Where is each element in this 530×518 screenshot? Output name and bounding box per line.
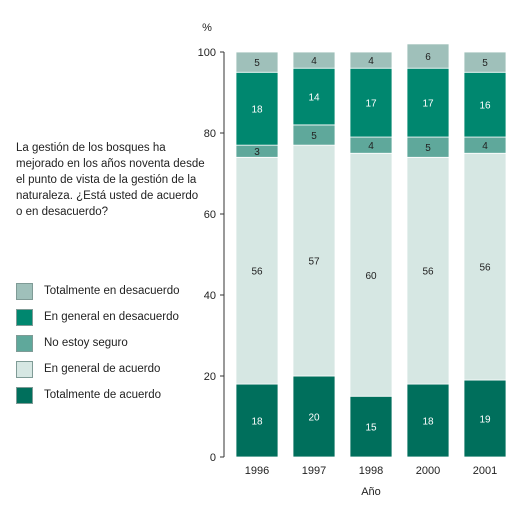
bar-segment	[292, 67, 336, 126]
legend-swatch	[16, 387, 33, 404]
bar-value-label: 15	[365, 423, 377, 434]
y-tick-label: 40	[204, 290, 216, 302]
bar-value-label: 4	[311, 56, 317, 67]
legend-item: No estoy seguro	[16, 335, 216, 353]
bar-value-label: 56	[251, 267, 263, 278]
bar-segment	[406, 67, 450, 138]
legend-item: Totalmente de acuerdo	[16, 387, 216, 405]
bar-value-label: 56	[479, 263, 491, 274]
y-axis-label: %	[202, 22, 212, 34]
bar-value-label: 4	[482, 141, 488, 152]
bar-segment	[406, 43, 450, 69]
bar-segment	[292, 51, 336, 69]
chart-question-text: La gestión de los bosques ha mejorado en…	[16, 142, 205, 218]
bar-segment	[406, 156, 450, 385]
bar-value-label: 17	[422, 99, 434, 110]
x-tick-label: 1998	[359, 465, 383, 477]
x-tick-label: 1997	[302, 465, 326, 477]
bar-segment	[349, 67, 393, 138]
x-tick-label: 1996	[245, 465, 269, 477]
legend-label: En general de acuerdo	[44, 363, 161, 375]
legend-label: No estoy seguro	[44, 337, 128, 349]
legend-label: Totalmente de acuerdo	[44, 389, 161, 401]
bar-value-label: 14	[308, 93, 320, 104]
bar-value-label: 4	[368, 56, 374, 67]
bar-segment	[463, 152, 507, 381]
legend-swatch	[16, 335, 33, 352]
legend-swatch	[16, 361, 33, 378]
legend-item: Totalmente en desacuerdo	[16, 283, 216, 301]
bar-value-label: 5	[254, 58, 260, 69]
x-axis-label: Año	[361, 486, 381, 498]
bar-value-label: 5	[311, 131, 317, 142]
bar-value-label: 4	[368, 141, 374, 152]
bar-value-label: 3	[254, 147, 260, 158]
bar-segment	[406, 383, 450, 458]
bar-value-label: 16	[479, 101, 491, 112]
bar-segment	[349, 51, 393, 69]
bar-value-label: 57	[308, 257, 320, 268]
bar-value-label: 5	[482, 58, 488, 69]
y-tick-label: 100	[198, 47, 216, 59]
bar-value-label: 20	[308, 413, 320, 424]
bar-value-label: 56	[422, 267, 434, 278]
legend-item: En general de acuerdo	[16, 361, 216, 379]
x-tick-label: 2000	[416, 465, 440, 477]
bar-value-label: 17	[365, 99, 377, 110]
legend-swatch	[16, 283, 33, 300]
legend-label: Totalmente en desacuerdo	[44, 285, 180, 297]
bar-segment	[349, 395, 393, 458]
legend-swatch	[16, 309, 33, 326]
bar-segment	[235, 51, 279, 73]
bar-value-label: 19	[479, 415, 491, 426]
bar-value-label: 6	[425, 52, 431, 63]
legend-item: En general en desacuerdo	[16, 309, 216, 327]
bar-segment	[292, 144, 336, 377]
x-tick-label: 2001	[473, 465, 497, 477]
bar-value-label: 5	[425, 143, 431, 154]
bar-value-label: 18	[422, 417, 434, 428]
y-tick-label: 80	[204, 128, 216, 140]
y-tick-label: 0	[210, 452, 216, 464]
bar-segment	[463, 379, 507, 458]
bar-segment	[235, 71, 279, 146]
bar-segment	[292, 375, 336, 458]
bar-value-label: 18	[251, 105, 263, 116]
bar-value-label: 60	[365, 271, 377, 282]
y-tick-label: 60	[204, 209, 216, 221]
legend-label: En general en desacuerdo	[44, 311, 179, 323]
bar-segment	[349, 152, 393, 397]
bar-value-label: 18	[251, 417, 263, 428]
bar-segment	[235, 383, 279, 458]
bar-segment	[463, 51, 507, 73]
y-tick-label: 20	[204, 371, 216, 383]
